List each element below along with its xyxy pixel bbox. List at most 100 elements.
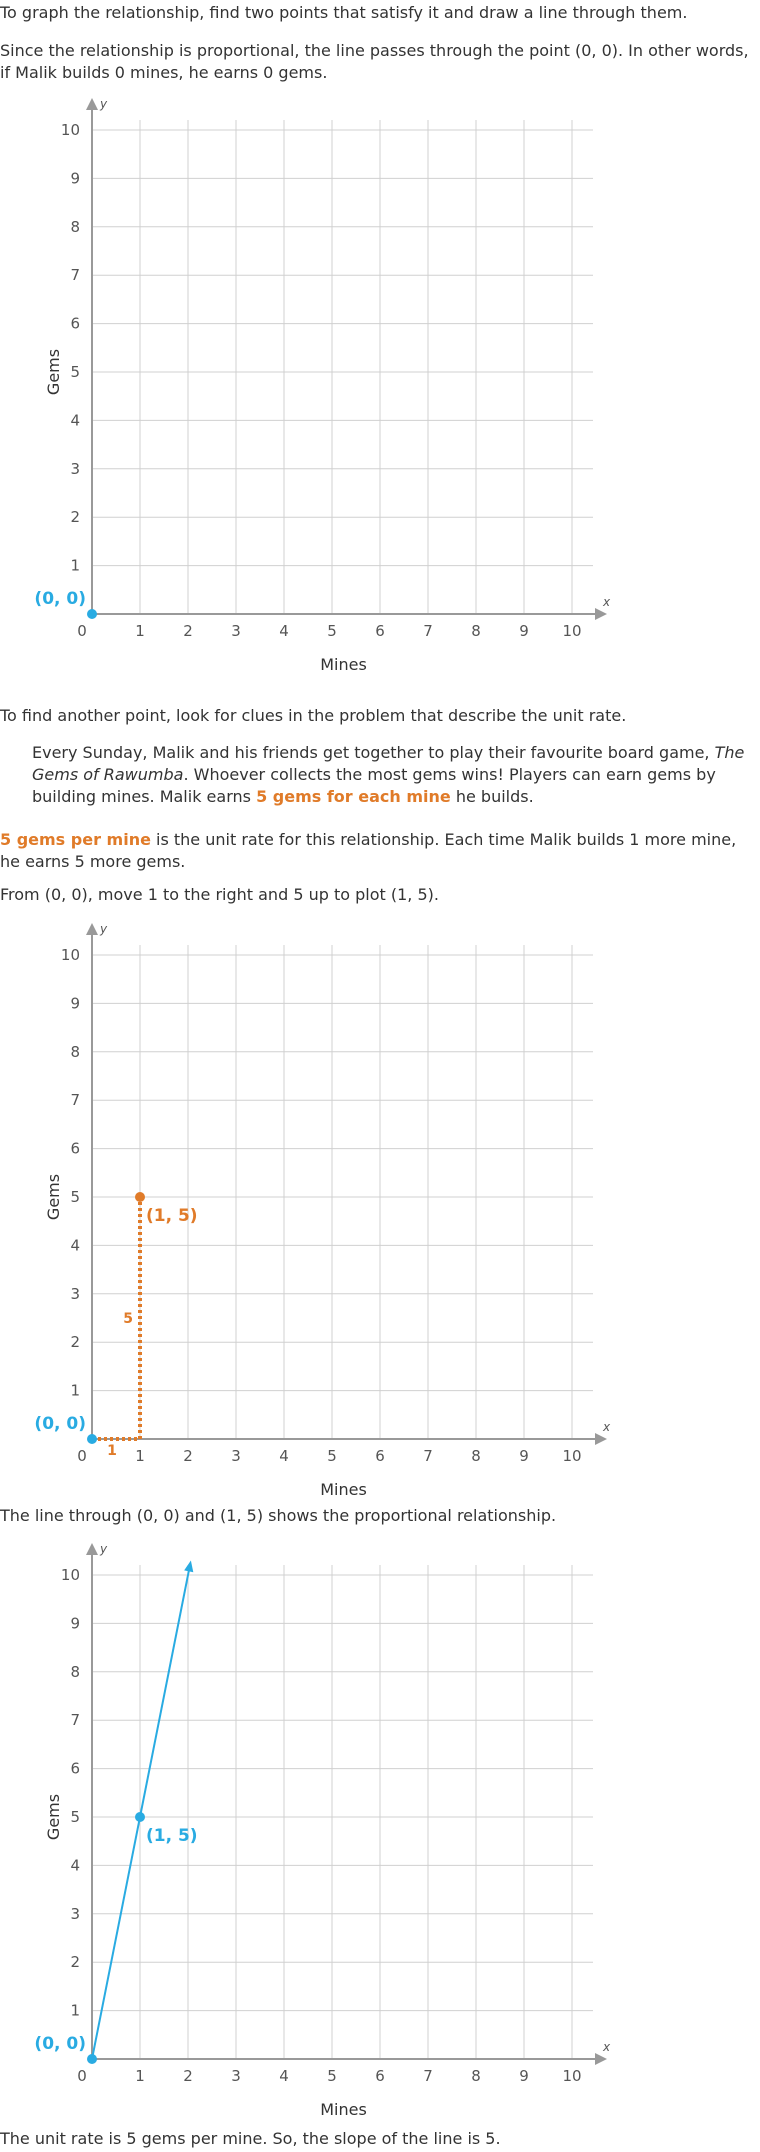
x-tick-label: 7 xyxy=(423,1447,433,1465)
x-tick-label: 9 xyxy=(519,622,529,640)
run-label: 1 xyxy=(107,1443,117,1459)
x-axis-title: Mines xyxy=(320,655,367,674)
unit-rate-text: 5 gems per mine is the unit rate for thi… xyxy=(0,829,752,873)
quote-highlight: 5 gems for each mine xyxy=(256,787,451,806)
point-label: (1, 5) xyxy=(146,1206,198,1226)
origin-explanation: Since the relationship is proportional, … xyxy=(0,41,749,82)
x-tick-label: 9 xyxy=(519,2067,529,2085)
x-tick-label: 3 xyxy=(231,2067,241,2085)
x-axis-name: x xyxy=(602,1420,611,1434)
graph-2: x y 0 1 1 2 2 3 3 4 4 5 5 6 6 7 7 8 8 9 9 10 10 Mines Gems 1 5 (0, … xyxy=(0,920,620,1510)
y-axis-title: Gems xyxy=(44,1174,63,1220)
graph-1: x y 0 1 1 2 2 3 3 4 4 5 5 6 6 7 7 8 8 9 9 10 10 Mines Gems (0, 0) xyxy=(0,95,620,685)
x-tick-label: 6 xyxy=(375,622,385,640)
x-tick-label: 7 xyxy=(423,2067,433,2085)
x-axis-title: Mines xyxy=(320,2100,367,2119)
y-tick-label: 8 xyxy=(70,218,80,236)
y-tick-label: 7 xyxy=(70,1711,80,1729)
origin-tick-label: 0 xyxy=(77,1447,87,1465)
x-tick-label: 3 xyxy=(231,1447,241,1465)
x-tick-label: 6 xyxy=(375,1447,385,1465)
x-tick-label: 10 xyxy=(562,1447,581,1465)
data-point xyxy=(87,609,97,619)
unit-rate-clue-text: To find another point, look for clues in… xyxy=(0,706,627,725)
x-tick-label: 10 xyxy=(562,2067,581,2085)
y-tick-label: 9 xyxy=(70,994,80,1012)
y-tick-label: 1 xyxy=(70,557,80,575)
y-tick-label: 10 xyxy=(61,121,80,139)
y-tick-label: 1 xyxy=(70,1382,80,1400)
x-tick-label: 7 xyxy=(423,622,433,640)
intro-text: To graph the relationship, find two poin… xyxy=(0,3,688,22)
y-axis-title: Gems xyxy=(44,1794,63,1840)
line-arrow-icon xyxy=(184,1560,194,1573)
y-axis-arrow-icon xyxy=(86,1543,98,1555)
y-axis-name: y xyxy=(99,97,108,111)
y-tick-label: 1 xyxy=(70,2002,80,2020)
x-axis-arrow-icon xyxy=(595,1433,607,1445)
y-tick-label: 2 xyxy=(70,508,80,526)
y-tick-label: 3 xyxy=(70,460,80,478)
y-tick-label: 2 xyxy=(70,1953,80,1971)
quote-part-c: he builds. xyxy=(450,787,534,806)
graph-1-svg: x y 0 1 1 2 2 3 3 4 4 5 5 6 6 7 7 8 8 9 9 10 10 Mines Gems (0, 0) xyxy=(34,97,611,674)
graph-3-svg: x y 0 1 1 2 2 3 3 4 4 5 5 6 6 7 7 8 8 9 9 10 10 Mines Gems (0, 0)… xyxy=(34,1542,611,2119)
y-tick-label: 6 xyxy=(70,315,80,333)
y-tick-label: 2 xyxy=(70,1333,80,1351)
game-title: The Gems of Rawumba xyxy=(32,743,745,784)
x-tick-label: 4 xyxy=(279,2067,289,2085)
point-label: (0, 0) xyxy=(34,589,86,609)
origin-tick-label: 0 xyxy=(77,2067,87,2085)
y-axis-arrow-icon xyxy=(86,923,98,935)
y-tick-label: 5 xyxy=(70,1808,80,1826)
y-tick-label: 4 xyxy=(70,1236,80,1254)
data-point xyxy=(135,1192,145,1202)
y-tick-label: 10 xyxy=(61,946,80,964)
point-label: (1, 5) xyxy=(146,1826,198,1846)
plot-instruction-text: From (0, 0), move 1 to the right and 5 u… xyxy=(0,885,439,904)
data-point xyxy=(87,2054,97,2064)
x-tick-label: 5 xyxy=(327,2067,337,2085)
y-tick-label: 7 xyxy=(70,266,80,284)
y-tick-label: 7 xyxy=(70,1091,80,1109)
x-tick-label: 1 xyxy=(135,2067,145,2085)
x-tick-label: 6 xyxy=(375,2067,385,2085)
y-tick-label: 5 xyxy=(70,1188,80,1206)
problem-quote: Every Sunday, Malik and his friends get … xyxy=(32,742,752,808)
x-axis-name: x xyxy=(602,2040,611,2054)
y-axis-name: y xyxy=(99,922,108,936)
data-point xyxy=(87,1434,97,1444)
y-tick-label: 6 xyxy=(70,1760,80,1778)
y-tick-label: 4 xyxy=(70,411,80,429)
x-tick-label: 4 xyxy=(279,1447,289,1465)
x-tick-label: 5 xyxy=(327,622,337,640)
y-axis-title: Gems xyxy=(44,349,63,395)
x-axis-arrow-icon xyxy=(595,608,607,620)
graph-3: x y 0 1 1 2 2 3 3 4 4 5 5 6 6 7 7 8 8 9 9 10 10 Mines Gems (0, 0)… xyxy=(0,1540,620,2130)
rise-label: 5 xyxy=(123,1311,133,1327)
x-tick-label: 10 xyxy=(562,622,581,640)
x-tick-label: 8 xyxy=(471,1447,481,1465)
y-tick-label: 9 xyxy=(70,1614,80,1632)
quote-part-a: Every Sunday, Malik and his friends get … xyxy=(32,743,715,762)
y-tick-label: 3 xyxy=(70,1905,80,1923)
y-tick-label: 4 xyxy=(70,1856,80,1874)
x-axis-arrow-icon xyxy=(595,2053,607,2065)
x-tick-label: 5 xyxy=(327,1447,337,1465)
x-tick-label: 2 xyxy=(183,1447,193,1465)
unit-rate-highlight: 5 gems per mine xyxy=(0,830,151,849)
y-tick-label: 8 xyxy=(70,1043,80,1061)
y-tick-label: 6 xyxy=(70,1140,80,1158)
line-explanation-text: The line through (0, 0) and (1, 5) shows… xyxy=(0,1506,557,1525)
x-tick-label: 9 xyxy=(519,1447,529,1465)
data-point xyxy=(135,1812,145,1822)
unit-rate-rest: is the unit rate for this relationship. … xyxy=(0,830,737,871)
x-tick-label: 1 xyxy=(135,622,145,640)
x-tick-label: 8 xyxy=(471,2067,481,2085)
x-tick-label: 2 xyxy=(183,2067,193,2085)
origin-tick-label: 0 xyxy=(77,622,87,640)
x-axis-title: Mines xyxy=(320,1480,367,1499)
graph-2-svg: x y 0 1 1 2 2 3 3 4 4 5 5 6 6 7 7 8 8 9 9 10 10 Mines Gems 1 5 (0, … xyxy=(34,922,611,1499)
point-label: (0, 0) xyxy=(34,2034,86,2054)
x-tick-label: 4 xyxy=(279,622,289,640)
